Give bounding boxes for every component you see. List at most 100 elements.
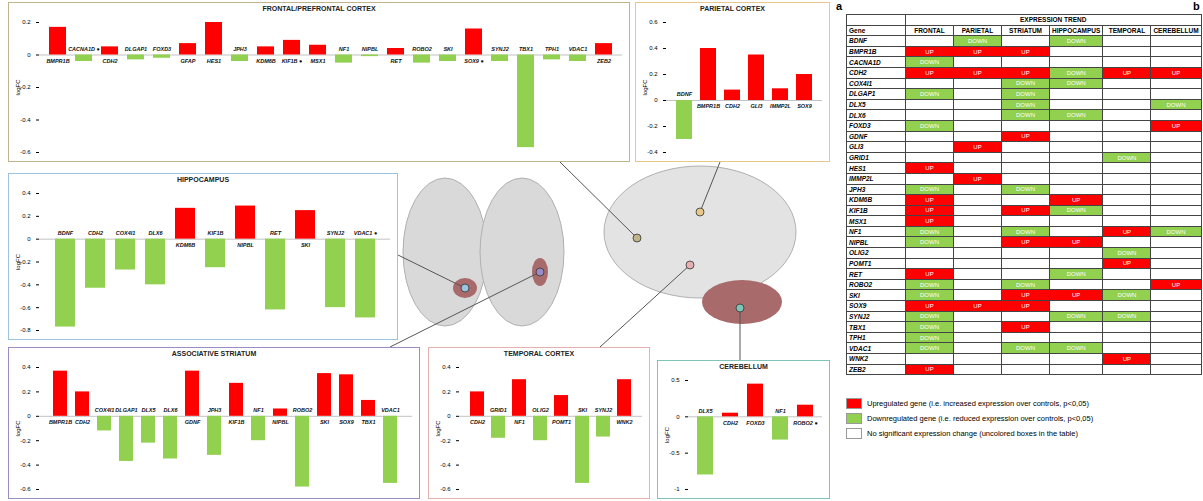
svg-text:DLGAP1: DLGAP1 [115, 407, 137, 413]
svg-text:0.4: 0.4 [22, 364, 31, 370]
svg-text:CDH2: CDH2 [725, 103, 740, 109]
svg-text:0: 0 [27, 413, 31, 419]
svg-text:logFC: logFC [642, 79, 648, 96]
svg-text:BMPR1B: BMPR1B [49, 419, 72, 425]
svg-text:FOXD3: FOXD3 [153, 46, 171, 52]
svg-text:GDNF: GDNF [185, 419, 201, 425]
svg-text:KDM6B: KDM6B [176, 242, 196, 248]
svg-text:SKI: SKI [301, 242, 311, 248]
svg-text:DLX6: DLX6 [148, 230, 163, 236]
svg-text:IMMP2L: IMMP2L [770, 103, 791, 109]
svg-text:TBX1: TBX1 [361, 419, 375, 425]
svg-text:NIPBL: NIPBL [272, 419, 289, 425]
svg-text:0.2: 0.2 [649, 71, 658, 77]
svg-text:-0.2: -0.2 [440, 438, 451, 444]
svg-text:KDM6B: KDM6B [256, 58, 276, 64]
svg-text:CDH2: CDH2 [723, 420, 738, 426]
svg-text:GFAP: GFAP [181, 58, 196, 64]
svg-text:0: 0 [27, 52, 31, 58]
svg-text:DLGAP1: DLGAP1 [125, 46, 147, 52]
svg-text:-0.2: -0.2 [20, 84, 31, 90]
svg-text:0.2: 0.2 [22, 19, 31, 25]
svg-text:0.2: 0.2 [22, 389, 31, 395]
svg-text:RET: RET [391, 58, 403, 64]
svg-text:SKI: SKI [578, 407, 588, 413]
svg-text:-0.4: -0.4 [647, 149, 658, 155]
svg-text:GLI3: GLI3 [750, 103, 762, 109]
svg-text:DLX5: DLX5 [698, 408, 713, 414]
svg-text:0: 0 [447, 413, 451, 419]
svg-text:-0.2: -0.2 [20, 259, 31, 265]
svg-text:RET: RET [270, 230, 282, 236]
svg-text:-0.6: -0.6 [20, 486, 31, 492]
svg-text:0.2: 0.2 [442, 389, 451, 395]
svg-text:BMPR1B: BMPR1B [697, 103, 720, 109]
svg-text:BMPR1B: BMPR1B [46, 58, 69, 64]
svg-text:TPH1: TPH1 [545, 46, 559, 52]
svg-text:0.4: 0.4 [649, 45, 658, 51]
svg-text:KIF1B: KIF1B [229, 419, 245, 425]
svg-text:BDNF: BDNF [677, 91, 693, 97]
svg-text:SOX9: SOX9 [339, 419, 355, 425]
svg-text:NF1: NF1 [775, 408, 785, 414]
svg-text:DLX6: DLX6 [163, 407, 178, 413]
svg-text:NF1: NF1 [514, 419, 524, 425]
svg-text:TBX1: TBX1 [519, 46, 533, 52]
svg-text:SYNJ2: SYNJ2 [595, 407, 612, 413]
svg-text:VDAC1: VDAC1 [569, 46, 588, 52]
svg-text:0.2: 0.2 [22, 213, 31, 219]
svg-text:0.4: 0.4 [442, 364, 451, 370]
svg-text:DLX5: DLX5 [141, 407, 156, 413]
svg-text:OLIG2: OLIG2 [532, 407, 549, 413]
svg-text:logFC: logFC [664, 426, 670, 443]
svg-text:JPH3: JPH3 [233, 46, 247, 52]
svg-text:-0.4: -0.4 [20, 117, 31, 123]
svg-text:FOXD3: FOXD3 [746, 420, 764, 426]
svg-text:VDAC1 ●: VDAC1 ● [354, 230, 378, 236]
svg-text:KIF1B: KIF1B [208, 230, 224, 236]
svg-text:-0.5: -0.5 [669, 450, 680, 456]
svg-text:BDNF: BDNF [58, 230, 74, 236]
svg-text:POMT1: POMT1 [552, 419, 571, 425]
svg-text:JPH3: JPH3 [208, 407, 222, 413]
svg-text:0: 0 [654, 97, 658, 103]
svg-text:CACNA1D ●: CACNA1D ● [68, 46, 100, 52]
svg-text:SYNJ2: SYNJ2 [491, 46, 508, 52]
svg-text:0.5: 0.5 [671, 377, 680, 383]
svg-text:CDH2: CDH2 [88, 230, 103, 236]
svg-text:CDH2: CDH2 [103, 58, 118, 64]
svg-text:CDH2: CDH2 [75, 419, 90, 425]
svg-text:COX4I1: COX4I1 [95, 407, 115, 413]
svg-text:WNK2: WNK2 [616, 419, 632, 425]
svg-text:SOX9 ●: SOX9 ● [464, 58, 484, 64]
svg-text:-0.8: -0.8 [20, 327, 31, 333]
svg-text:ROBO2: ROBO2 [412, 46, 432, 52]
svg-text:CDH2: CDH2 [470, 419, 485, 425]
svg-text:logFC: logFC [15, 79, 21, 96]
svg-text:MSX1: MSX1 [311, 58, 326, 64]
svg-text:NIPBL: NIPBL [362, 46, 379, 52]
svg-text:ROBO2: ROBO2 [293, 407, 313, 413]
svg-text:SYNJ2: SYNJ2 [327, 230, 344, 236]
svg-text:GRID1: GRID1 [490, 407, 507, 413]
svg-text:SKI: SKI [443, 46, 453, 52]
svg-text:NIPBL: NIPBL [237, 242, 254, 248]
svg-text:VDAC1: VDAC1 [381, 407, 400, 413]
svg-text:-1: -1 [674, 486, 680, 492]
svg-text:KIF1B ●: KIF1B ● [282, 58, 303, 64]
svg-text:SKI: SKI [320, 419, 330, 425]
svg-text:-0.4: -0.4 [440, 462, 451, 468]
svg-text:COX4I1: COX4I1 [116, 230, 136, 236]
svg-text:-0.4: -0.4 [20, 462, 31, 468]
svg-text:ZEB2: ZEB2 [596, 58, 611, 64]
svg-text:0: 0 [27, 236, 31, 242]
svg-text:NF1: NF1 [339, 46, 349, 52]
svg-text:logFC: logFC [435, 420, 441, 437]
svg-text:-0.4: -0.4 [20, 282, 31, 288]
svg-text:0: 0 [676, 414, 680, 420]
svg-text:HES1: HES1 [207, 58, 221, 64]
svg-text:0.4: 0.4 [22, 190, 31, 196]
svg-text:-0.2: -0.2 [647, 123, 658, 129]
svg-text:-0.6: -0.6 [20, 305, 31, 311]
svg-text:-0.6: -0.6 [20, 149, 31, 155]
